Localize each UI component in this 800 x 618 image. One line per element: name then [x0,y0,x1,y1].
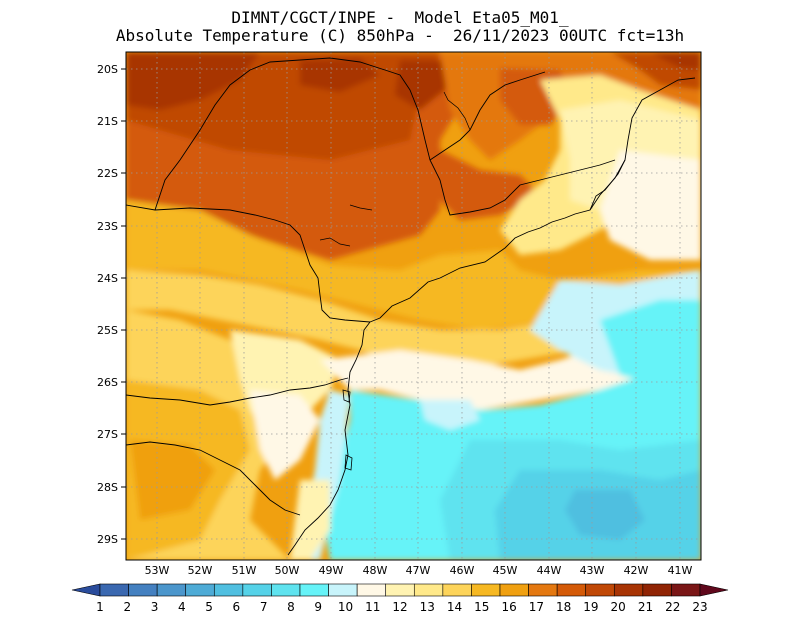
colorbar-cell [442,583,472,597]
colorbar-cell [356,583,387,597]
colorbar-cell [585,583,615,597]
colorbar-label: 1 [96,600,104,614]
colorbar-cell [185,583,215,597]
colorbar-label: 6 [233,600,241,614]
lon-label-53w: 53W [145,564,170,577]
colorbar-label: 18 [556,600,571,614]
lat-label-25s: 25S [97,324,118,337]
lon-label-49w: 49W [319,564,344,577]
colorbar-cell [613,583,644,597]
colorbar-cell [128,583,158,597]
colorbar-cell [99,583,129,597]
colorbar-label: 22 [665,600,680,614]
lat-label-28s: 28S [97,481,118,494]
colorbar-label: 20 [611,600,626,614]
temperature-field [126,52,701,560]
lon-label-45w: 45W [493,564,518,577]
lat-label-23s: 23S [97,220,118,233]
lat-label-26s: 26S [97,376,118,389]
colorbar-label: 5 [205,600,213,614]
lat-label-22s: 22S [97,167,118,180]
colorbar-cell [499,583,529,597]
colorbar-cell [528,583,558,597]
colorbar-cell [642,583,672,597]
colorbar-label: 2 [123,600,131,614]
colorbar-arrow-high [699,583,729,597]
lon-label-50w: 50W [275,564,300,577]
colorbar-label: 14 [447,600,462,614]
colorbar-label: 12 [392,600,407,614]
latitude-axis: 20S 21S 22S 23S 24S 25S 26S 27S 28S 29S [97,63,126,546]
map-title-line-2: Absolute Temperature (C) 850hPa - 26/11/… [115,26,685,45]
lon-label-48w: 48W [363,564,388,577]
colorbar-label: 19 [583,600,598,614]
colorbar-label: 9 [314,600,322,614]
lon-label-41w: 41W [668,564,693,577]
lon-label-51w: 51W [232,564,257,577]
colorbar-cell [299,583,329,597]
map-frame [125,51,702,561]
lat-label-29s: 29S [97,533,118,546]
lon-label-44w: 44W [537,564,562,577]
lat-label-21s: 21S [97,115,118,128]
colorbar-cell [471,583,501,597]
lon-label-42w: 42W [624,564,649,577]
colorbar-cell [213,583,244,597]
lat-label-27s: 27S [97,428,118,441]
colorbar: 1 2 3 4 5 6 7 8 9 10 11 12 13 14 15 16 17 18 19 20 21 22 23 [71,583,729,614]
colorbar-cell [556,583,587,597]
longitude-axis: 53W 52W 51W 50W 49W 48W 47W 46W 45W 44W … [145,564,693,577]
coastline-borders [126,57,696,556]
graticule [126,52,701,560]
colorbar-label: 11 [365,600,380,614]
lon-label-47w: 47W [406,564,431,577]
colorbar-cell [671,583,701,597]
colorbar-cell [385,583,415,597]
lat-label-24s: 24S [97,272,118,285]
colorbar-label: 16 [501,600,516,614]
colorbar-cell [271,583,301,597]
lon-label-43w: 43W [580,564,605,577]
colorbar-label: 8 [287,600,295,614]
colorbar-label: 17 [529,600,544,614]
lon-label-52w: 52W [188,564,213,577]
colorbar-label: 21 [638,600,653,614]
lon-label-46w: 46W [450,564,475,577]
colorbar-label: 15 [474,600,489,614]
colorbar-label: 23 [692,600,707,614]
colorbar-label: 10 [338,600,353,614]
colorbar-arrow-low [71,583,101,597]
map-title-line-1: DIMNT/CGCT/INPE - Model Eta05_M01_ [231,8,569,27]
colorbar-label: 3 [151,600,159,614]
colorbar-cell [242,583,272,597]
colorbar-label: 13 [420,600,435,614]
colorbar-cell [328,583,358,597]
colorbar-cells [71,583,729,597]
colorbar-cell [413,583,444,597]
colorbar-cell [156,583,187,597]
colorbar-labels: 1 2 3 4 5 6 7 8 9 10 11 12 13 14 15 16 17 18 19 20 21 22 23 [96,600,707,614]
lat-label-20s: 20S [97,63,118,76]
colorbar-label: 7 [260,600,268,614]
colorbar-label: 4 [178,600,186,614]
